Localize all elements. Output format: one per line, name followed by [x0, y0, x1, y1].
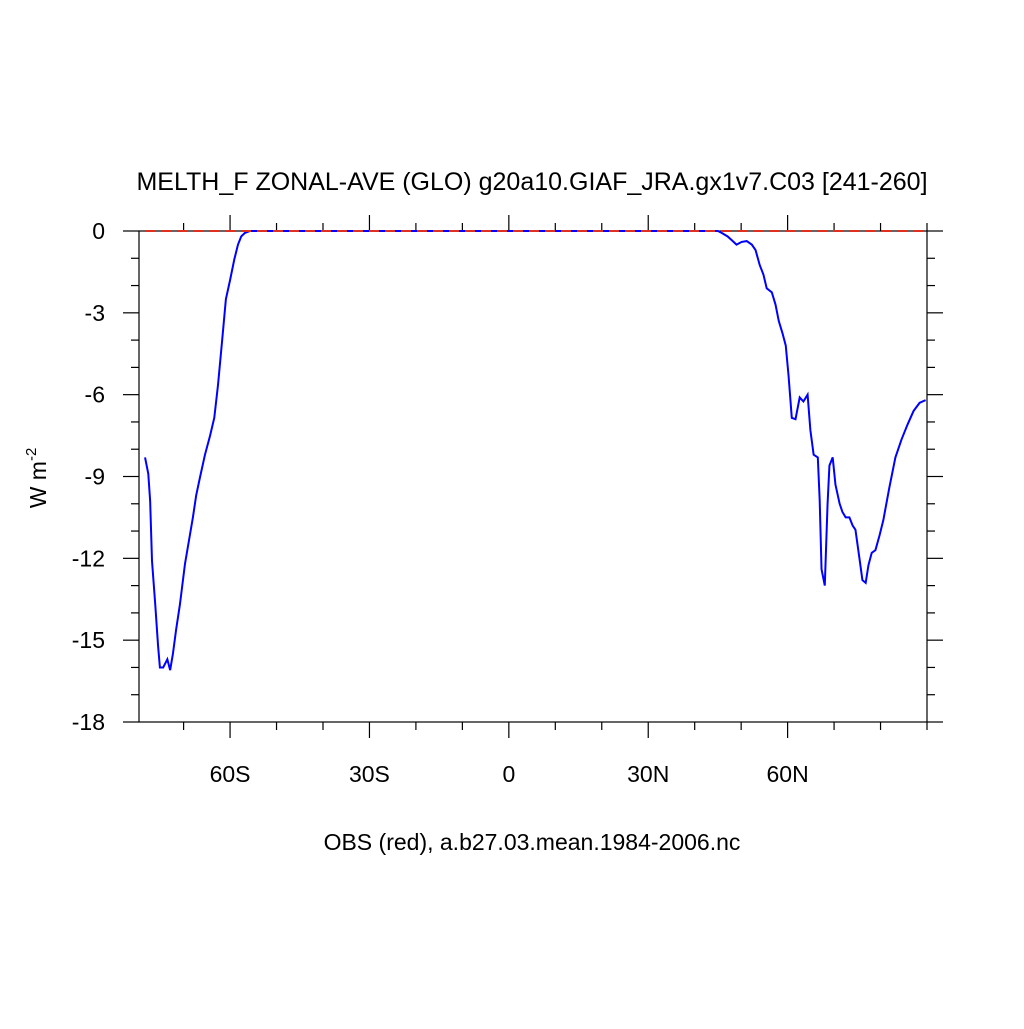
x-tick-label: 60S: [210, 761, 251, 787]
x-axis-label: OBS (red), a.b27.03.mean.1984-2006.nc: [324, 829, 741, 855]
y-axis-label: W m-2: [23, 448, 51, 509]
x-tick-label: 0: [502, 761, 515, 787]
y-axis-label-superscript: -2: [23, 448, 40, 461]
y-tick-label: -9: [85, 464, 105, 490]
x-tick-label: 30N: [627, 761, 669, 787]
plot-frame: [138, 230, 928, 723]
y-tick-label: -18: [72, 709, 105, 735]
x-tick-label: 30S: [349, 761, 390, 787]
y-tick-label: -6: [85, 382, 105, 408]
x-tick-label: 60N: [767, 761, 809, 787]
y-tick-label: -12: [72, 545, 105, 571]
y-axis-label-text: W m: [25, 461, 51, 508]
y-tick-label: -3: [85, 300, 105, 326]
data-line: [144, 230, 927, 671]
y-tick-label: 0: [92, 218, 105, 244]
y-tick-label: -15: [72, 627, 105, 653]
chart-title: MELTH_F ZONAL-AVE (GLO) g20a10.GIAF_JRA.…: [136, 168, 927, 196]
